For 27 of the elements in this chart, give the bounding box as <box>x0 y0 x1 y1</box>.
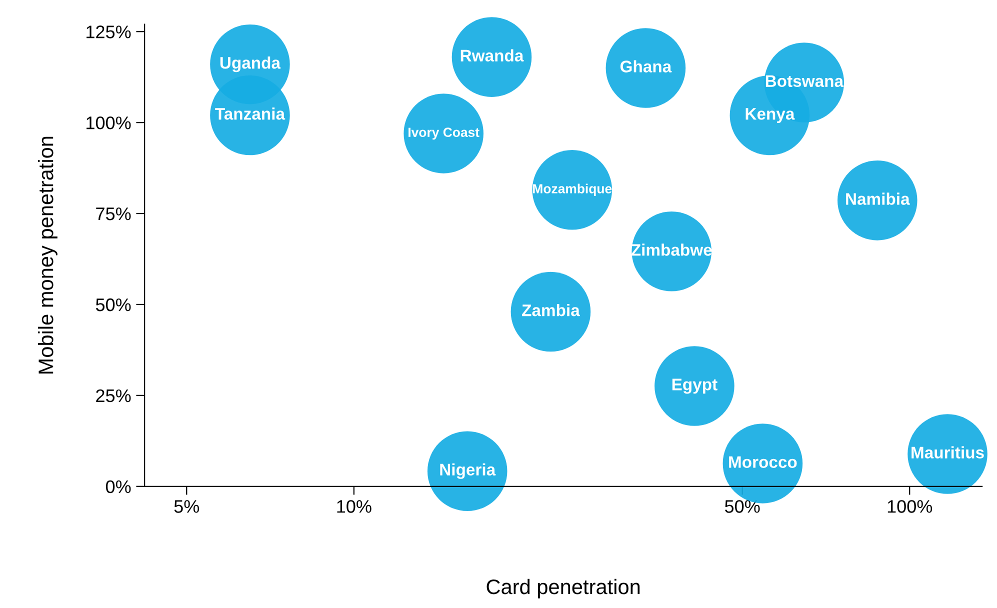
y-tick-label: 0% <box>106 480 131 494</box>
annotation: Kenya <box>746 108 795 124</box>
annotation: Egypt <box>672 378 718 394</box>
x-tick-label: 10% <box>337 500 372 513</box>
annotation: Nigeria <box>440 463 496 479</box>
y-tick-label: 100% <box>86 116 131 130</box>
y-tick-label: 50% <box>96 298 131 312</box>
x-tick-label: 100% <box>888 500 932 513</box>
annotation: Namibia <box>846 192 910 205</box>
annotation: Tanzania <box>215 108 286 120</box>
y-tick-label: 25% <box>96 389 131 402</box>
y-tick-label: 125% <box>86 26 131 38</box>
annotation: Uganda <box>220 56 281 72</box>
x-tick-label: 5% <box>174 500 200 513</box>
y-axis-title: Mobile money penetration <box>38 136 58 374</box>
annotation: Morocco <box>729 456 797 468</box>
annotation: Botswana <box>766 75 844 88</box>
annotation: Zimbabwe <box>631 244 712 256</box>
x-tick-label: 50% <box>724 500 760 513</box>
annotation: Mauritius <box>912 446 984 458</box>
annotation: Rwanda <box>460 49 524 62</box>
annotation: Mozambique <box>533 184 612 196</box>
y-tick-label: 75% <box>96 208 131 220</box>
annotation: Zambia <box>522 304 580 316</box>
annotation: Ghana <box>620 60 672 72</box>
x-axis-title: Card penetration <box>486 578 640 598</box>
annotation: Ivory Coast <box>408 128 480 140</box>
